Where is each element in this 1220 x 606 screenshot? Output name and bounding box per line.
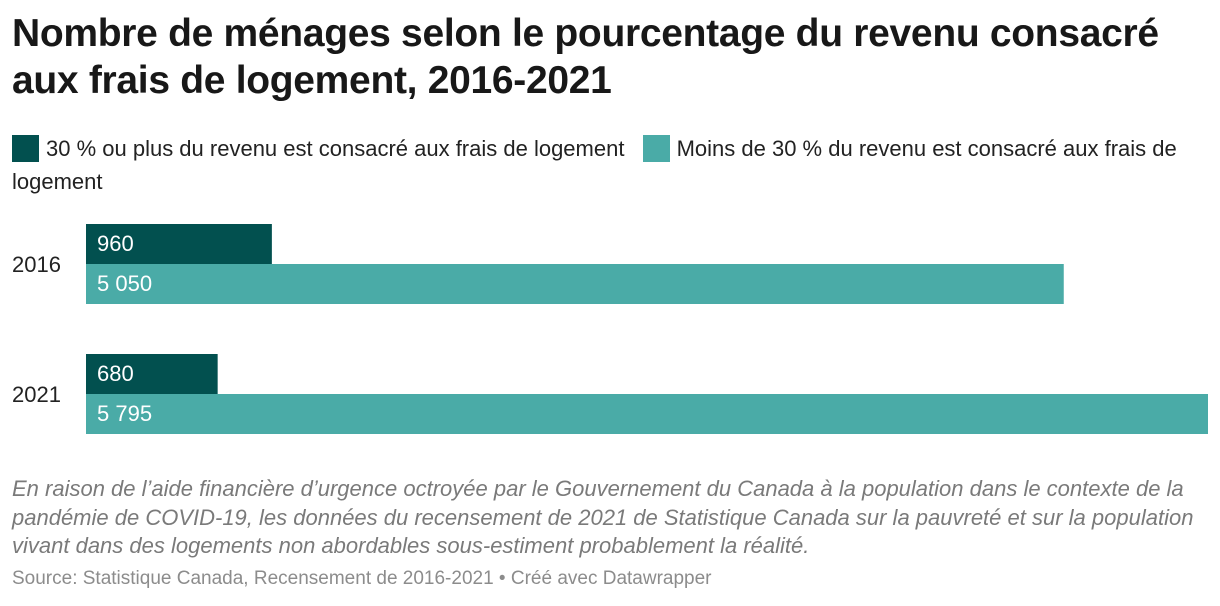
chart-source: Source: Statistique Canada, Recensement …: [12, 568, 712, 589]
bar-2021-series-1: [86, 394, 1208, 434]
chart-note: En raison de l’aide financière d’urgence…: [12, 476, 1194, 558]
bar-value-label-2021-series-1: 5 795: [97, 401, 152, 426]
bar-2016-series-1: [86, 264, 1064, 304]
legend-label-under-30: Moins de 30 % du revenu est consacré aux…: [12, 136, 1177, 194]
bar-value-label-2021-series-0: 680: [97, 361, 134, 386]
legend-swatch-30-plus: [12, 135, 39, 162]
legend-swatch-under-30: [642, 135, 670, 162]
bar-value-label-2016-series-0: 960: [97, 231, 134, 256]
chart-legend: 30 % ou plus du revenu est consacré aux …: [12, 132, 1202, 198]
category-label-2016: 2016: [12, 252, 61, 277]
category-label-2021: 2021: [12, 382, 61, 407]
legend-item-under-30: Moins de 30 % du revenu est consacré aux…: [12, 135, 1177, 194]
legend-item-30-plus: 30 % ou plus du revenu est consacré aux …: [12, 135, 625, 162]
chart-title: Nombre de ménages selon le pourcentage d…: [12, 12, 1159, 102]
bar-2016-series-0: [86, 224, 272, 264]
legend-label-30-plus: 30 % ou plus du revenu est consacré aux …: [46, 136, 625, 161]
bar-chart: 2016 960 5 050 2021 680 5 795: [12, 224, 1208, 434]
bar-2021-series-0: [86, 354, 218, 394]
bar-value-label-2016-series-1: 5 050: [97, 271, 152, 296]
